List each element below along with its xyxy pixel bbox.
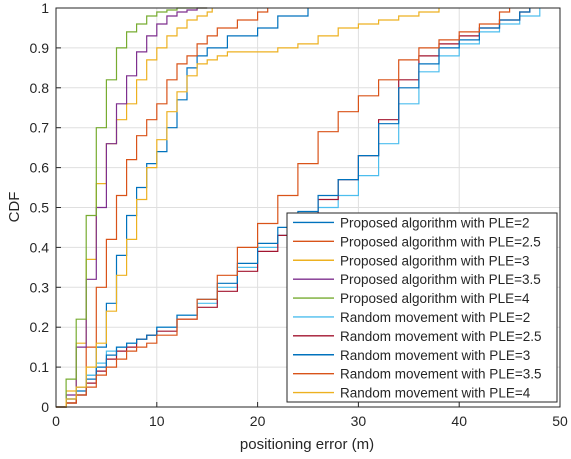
series-line-4: [56, 7, 208, 408]
y-tick-label: 1: [41, 0, 49, 16]
x-tick-label: 20: [250, 413, 266, 429]
x-axis-label: positioning error (m): [240, 436, 374, 453]
series-lines: [56, 7, 541, 408]
x-tick-label: 50: [552, 413, 568, 429]
legend: Proposed algorithm with PLE=2 Proposed al…: [286, 212, 558, 403]
y-tick-label: 0.4: [30, 239, 50, 255]
legend-label-10: Random movement with PLE=4: [340, 386, 531, 401]
legend-label-4: Proposed algorithm with PLE=3.5: [340, 272, 541, 287]
series-line-8: [56, 8, 531, 408]
legend-label-7: Random movement with PLE=2.5: [340, 329, 541, 344]
x-tick-label: 0: [52, 413, 60, 429]
legend-label-9: Random movement with PLE=3.5: [340, 367, 541, 382]
legend-label-2: Proposed algorithm with PLE=2.5: [340, 234, 541, 249]
y-tick-label: 0.9: [30, 40, 50, 56]
y-tick-label: 0.6: [30, 160, 50, 176]
series-line-5: [56, 7, 208, 408]
legend-box: [286, 212, 558, 403]
y-tick-label: 0.7: [30, 120, 50, 136]
y-tick-label: 0.5: [30, 200, 50, 216]
legend-label-8: Random movement with PLE=3: [340, 348, 530, 363]
series-line-10: [56, 8, 440, 408]
y-axis-label: CDF: [6, 192, 23, 223]
y-tick-label: 0.8: [30, 80, 50, 96]
legend-label-6: Random movement with PLE=2: [340, 310, 530, 325]
y-tick-label: 0: [41, 399, 49, 415]
axis-ticks: 0 10 20 30 40 50 0 0.1 0.2 0.3 0.4 0.5 0.6 0.7 0.8 0.9 1: [30, 0, 568, 429]
series-line-9: [56, 8, 511, 408]
legend-label-5: Proposed algorithm with PLE=4: [340, 291, 530, 306]
y-tick-label: 0.1: [30, 359, 50, 375]
y-tick-label: 0.3: [30, 279, 50, 295]
y-tick-label: 0.2: [30, 319, 50, 335]
x-tick-label: 30: [351, 413, 367, 429]
series-line-2: [56, 8, 269, 408]
x-tick-label: 40: [451, 413, 467, 429]
x-tick-label: 10: [149, 413, 165, 429]
legend-label-1: Proposed algorithm with PLE=2: [340, 215, 529, 230]
legend-label-3: Proposed algorithm with PLE=3: [340, 253, 529, 268]
